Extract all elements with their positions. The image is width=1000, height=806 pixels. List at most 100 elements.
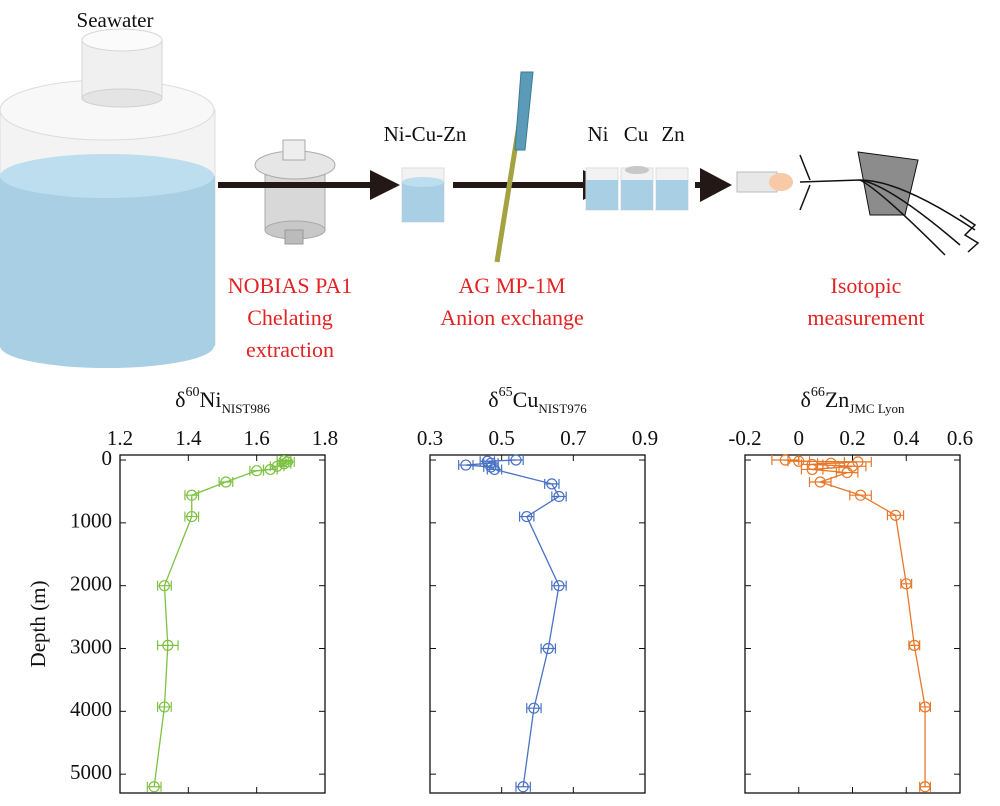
vial	[401, 167, 445, 223]
data-point	[148, 781, 160, 793]
x-tick-label: 0.4	[893, 426, 920, 450]
profile-chart: δ60NiNIST986 1.2 1.4 1.6 1.8 0 1000 2000 3000 400…	[26, 385, 338, 794]
x-tick-label: 0.9	[632, 426, 658, 450]
data-point	[186, 510, 198, 523]
data-point	[806, 463, 818, 476]
data-point	[485, 461, 497, 473]
data-point	[919, 781, 931, 793]
data-point	[793, 455, 805, 467]
mix-label: Ni-Cu-Zn	[384, 122, 467, 146]
title-part: 66	[811, 385, 825, 400]
y-tick-label: 0	[102, 446, 113, 470]
error-bar	[800, 464, 824, 475]
profile-chart: δ66ZnJMC Lyon -0.2 0 0.2 0.4 0.6	[728, 385, 973, 794]
data-point	[251, 465, 263, 477]
step-label: NOBIAS PA1	[228, 273, 353, 298]
data-point	[825, 457, 837, 469]
data-point	[186, 489, 198, 501]
error-bar	[838, 461, 867, 472]
step-label: Chelating	[247, 305, 333, 330]
step-label: AG MP-1M	[459, 273, 566, 298]
title-part: 65	[499, 385, 513, 400]
title-part: 60	[185, 385, 199, 400]
cu-label: Cu	[624, 122, 649, 146]
data-point	[889, 509, 902, 521]
vials	[585, 166, 689, 211]
chart-title: δ66ZnJMC Lyon	[800, 385, 905, 416]
y-tick-label: 2000	[70, 571, 112, 595]
title-part: NIST986	[221, 401, 270, 416]
cartridge	[254, 139, 336, 245]
data-point	[779, 454, 791, 466]
data-point	[158, 580, 171, 592]
error-bar	[808, 477, 832, 488]
data-point	[553, 490, 565, 503]
y-axis-label: Depth (m)	[26, 581, 50, 668]
bottle	[0, 28, 216, 368]
chart-title: δ65CuNIST976	[488, 385, 587, 416]
step-label: Anion exchange	[440, 305, 584, 330]
data-point	[908, 639, 920, 651]
step-label: extraction	[246, 337, 334, 362]
x-tick-label: -0.2	[728, 426, 761, 450]
data-point	[854, 489, 867, 501]
x-tick-label: 0.5	[489, 426, 515, 450]
data-point	[460, 459, 472, 471]
profile-line	[785, 459, 926, 787]
x-tick-label: 1.2	[107, 426, 133, 450]
x-tick-label: 0.6	[947, 426, 973, 450]
data-point	[528, 702, 540, 714]
error-bar	[156, 640, 179, 651]
data-point	[485, 457, 497, 469]
x-tick-label: 1.6	[244, 426, 270, 450]
data-point	[553, 580, 565, 592]
title-part: Zn	[825, 387, 849, 412]
title-part: Ni	[199, 387, 221, 412]
data-point	[162, 639, 174, 651]
y-tick-label: 4000	[70, 697, 112, 721]
title-part: δ	[488, 387, 498, 412]
ni-label: Ni	[588, 122, 609, 146]
title-part: δ	[175, 387, 185, 412]
title-part: JMC Lyon	[849, 401, 905, 416]
data-point	[919, 701, 931, 713]
y-tick-label: 5000	[70, 760, 112, 784]
error-bar	[849, 490, 872, 501]
step-label: measurement	[807, 305, 924, 330]
profile-line	[465, 459, 560, 787]
mass-spectrometer	[736, 151, 980, 256]
title-part: Cu	[513, 387, 539, 412]
plot-frame	[429, 454, 646, 794]
data-point	[841, 466, 853, 479]
data-point	[264, 463, 276, 476]
data-point	[546, 478, 558, 490]
zn-label: Zn	[661, 122, 685, 146]
profile-chart: δ65CuNIST976 0.3 0.5 0.7 0.9	[417, 385, 658, 794]
data-point	[900, 578, 912, 590]
step-label: Isotopic	[831, 273, 902, 298]
x-tick-label: 0.7	[560, 426, 586, 450]
data-point	[158, 701, 171, 713]
data-point	[220, 476, 232, 488]
data-point	[510, 454, 522, 466]
data-point	[542, 642, 554, 655]
title-part: NIST976	[538, 401, 587, 416]
x-tick-label: 1.4	[175, 426, 202, 450]
data-point	[814, 476, 826, 488]
x-tick-label: 0	[794, 426, 805, 450]
title-part: δ	[800, 387, 810, 412]
plot-frame	[119, 454, 326, 794]
x-tick-label: 0.3	[417, 426, 443, 450]
chart-title: δ60NiNIST986	[175, 385, 270, 416]
x-tick-label: 1.8	[312, 426, 338, 450]
data-point	[517, 781, 529, 793]
seawater-label: Seawater	[77, 8, 154, 32]
x-tick-label: 0.2	[839, 426, 865, 450]
y-tick-label: 3000	[70, 634, 112, 658]
column	[494, 71, 534, 263]
data-point	[521, 510, 533, 523]
y-tick-label: 1000	[70, 509, 112, 533]
data-point	[488, 463, 501, 476]
error-bar	[835, 467, 859, 478]
